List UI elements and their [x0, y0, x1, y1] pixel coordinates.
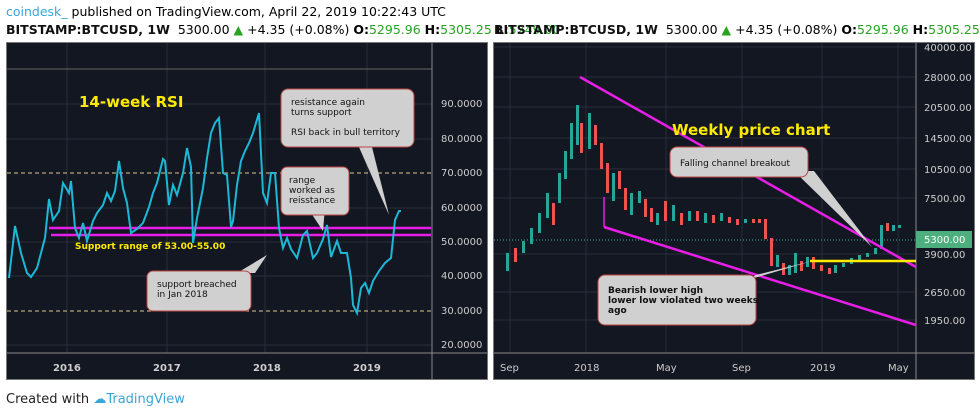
price-y-axis: 40000.00 28000.00 20500.00 14500.00 10500.00…: [924, 43, 972, 327]
high: 5305.25: [928, 22, 980, 37]
svg-text:2650.00: 2650.00: [924, 288, 965, 299]
last-price-label: 5300.00: [924, 235, 965, 246]
svg-text:40000.00: 40000.00: [924, 43, 972, 54]
open-label: O:: [841, 22, 857, 37]
change: +4.35 (+0.08%): [247, 22, 350, 37]
right-ticker-line: BITSTAMP:BTCUSD, 1W 5300.00 ▲ +4.35 (+0.…: [494, 22, 980, 37]
callout-range-resistance: range worked as reisstance: [280, 166, 350, 231]
callout-channel-breakout: Falling channel breakout: [669, 146, 872, 247]
svg-text:50.0000: 50.0000: [441, 237, 482, 248]
up-arrow-icon: ▲: [721, 22, 732, 37]
last-price: 5300.00: [665, 22, 718, 37]
rsi-line: [8, 112, 401, 317]
rsi-chart-panel[interactable]: 14-week RSI Support range of 53.00-55.00…: [6, 42, 488, 380]
callout-text: turns support: [291, 108, 352, 118]
publisher-link[interactable]: coindesk_: [6, 4, 68, 19]
publish-info: published on TradingView.com, April 22, …: [71, 4, 446, 19]
symbol: BITSTAMP:BTCUSD, 1W: [494, 22, 658, 37]
created-with-label: Created with: [6, 392, 90, 407]
price-title: Weekly price chart: [672, 121, 830, 139]
svg-text:70.0000: 70.0000: [441, 168, 482, 179]
svg-text:20.0000: 20.0000: [441, 340, 482, 351]
open: 5295.96: [368, 22, 421, 37]
price-x-axis: Sep 2018 May Sep 2019 May: [500, 363, 909, 374]
callout-text: Falling channel breakout: [680, 159, 790, 169]
svg-text:30.0000: 30.0000: [441, 306, 482, 317]
last-price: 5300.00: [177, 22, 230, 37]
callout-support-breached: support breached in Jan 2018: [146, 255, 267, 312]
svg-text:2019: 2019: [353, 363, 381, 374]
svg-text:7500.00: 7500.00: [924, 194, 965, 205]
footer: Created with ☁TradingView: [6, 392, 185, 407]
svg-text:3900.00: 3900.00: [924, 250, 965, 261]
svg-text:Sep: Sep: [500, 363, 519, 374]
callout-text: ago: [608, 306, 627, 316]
open: 5295.96: [856, 22, 909, 37]
callout-text: resistance again: [291, 98, 365, 108]
rsi-y-axis: 90.0000 80.0000 70.0000 60.0000 50.0000 40.00…: [441, 99, 482, 351]
svg-text:60.0000: 60.0000: [441, 203, 482, 214]
high-label: H:: [912, 22, 929, 37]
svg-text:Sep: Sep: [732, 363, 751, 374]
callout-resistance-support: resistance again turns support RSI back …: [280, 88, 415, 215]
svg-text:90.0000: 90.0000: [441, 99, 482, 110]
svg-text:28000.00: 28000.00: [924, 73, 972, 84]
publish-line: coindesk_ published on TradingView.com, …: [6, 4, 446, 19]
svg-text:2018: 2018: [574, 363, 599, 374]
low-label: L:: [495, 22, 509, 37]
last-price-badge: [916, 231, 972, 248]
svg-text:1950.00: 1950.00: [924, 316, 965, 327]
callout-text: in Jan 2018: [157, 290, 208, 300]
callout-text: lower low violated two weeks: [608, 296, 758, 306]
svg-text:80.0000: 80.0000: [441, 134, 482, 145]
open-label: O:: [353, 22, 369, 37]
price-chart-panel[interactable]: Weekly price chart Falling channel break…: [493, 42, 975, 380]
high: 5305.25: [440, 22, 492, 37]
up-arrow-icon: ▲: [233, 22, 244, 37]
svg-text:20500.00: 20500.00: [924, 103, 972, 114]
callout-text: support breached: [157, 280, 237, 290]
left-ticker-line: BITSTAMP:BTCUSD, 1W 5300.00 ▲ +4.35 (+0.…: [6, 22, 560, 37]
tradingview-link[interactable]: TradingView: [106, 392, 185, 407]
callout-text: RSI back in bull territory: [291, 128, 401, 138]
callout-text: reisstance: [289, 196, 336, 206]
rsi-x-axis: 2016 2017 2018 2019: [53, 363, 381, 374]
callout-bearish: Bearish lower high lower low violated tw…: [597, 261, 812, 326]
support-range-label: Support range of 53.00-55.00: [75, 242, 225, 252]
svg-text:14500.00: 14500.00: [924, 134, 972, 145]
svg-text:2016: 2016: [53, 363, 81, 374]
svg-text:10500.00: 10500.00: [924, 165, 972, 176]
callout-text: worked as: [289, 186, 335, 196]
svg-text:2017: 2017: [153, 363, 181, 374]
low: 5249.00: [508, 22, 561, 37]
tradingview-logo-icon: ☁: [93, 392, 107, 407]
price-chart: Weekly price chart Falling channel break…: [494, 43, 974, 379]
symbol: BITSTAMP:BTCUSD, 1W: [6, 22, 170, 37]
svg-text:May: May: [888, 363, 909, 374]
svg-text:40.0000: 40.0000: [441, 271, 482, 282]
svg-text:2018: 2018: [253, 363, 281, 374]
callout-text: Bearish lower high: [608, 286, 703, 296]
high-label: H:: [424, 22, 441, 37]
rsi-title: 14-week RSI: [79, 93, 183, 111]
rsi-chart: 14-week RSI Support range of 53.00-55.00…: [7, 43, 487, 379]
callout-text: range: [289, 176, 316, 186]
svg-text:2019: 2019: [810, 363, 835, 374]
change: +4.35 (+0.08%): [735, 22, 838, 37]
svg-text:May: May: [656, 363, 677, 374]
